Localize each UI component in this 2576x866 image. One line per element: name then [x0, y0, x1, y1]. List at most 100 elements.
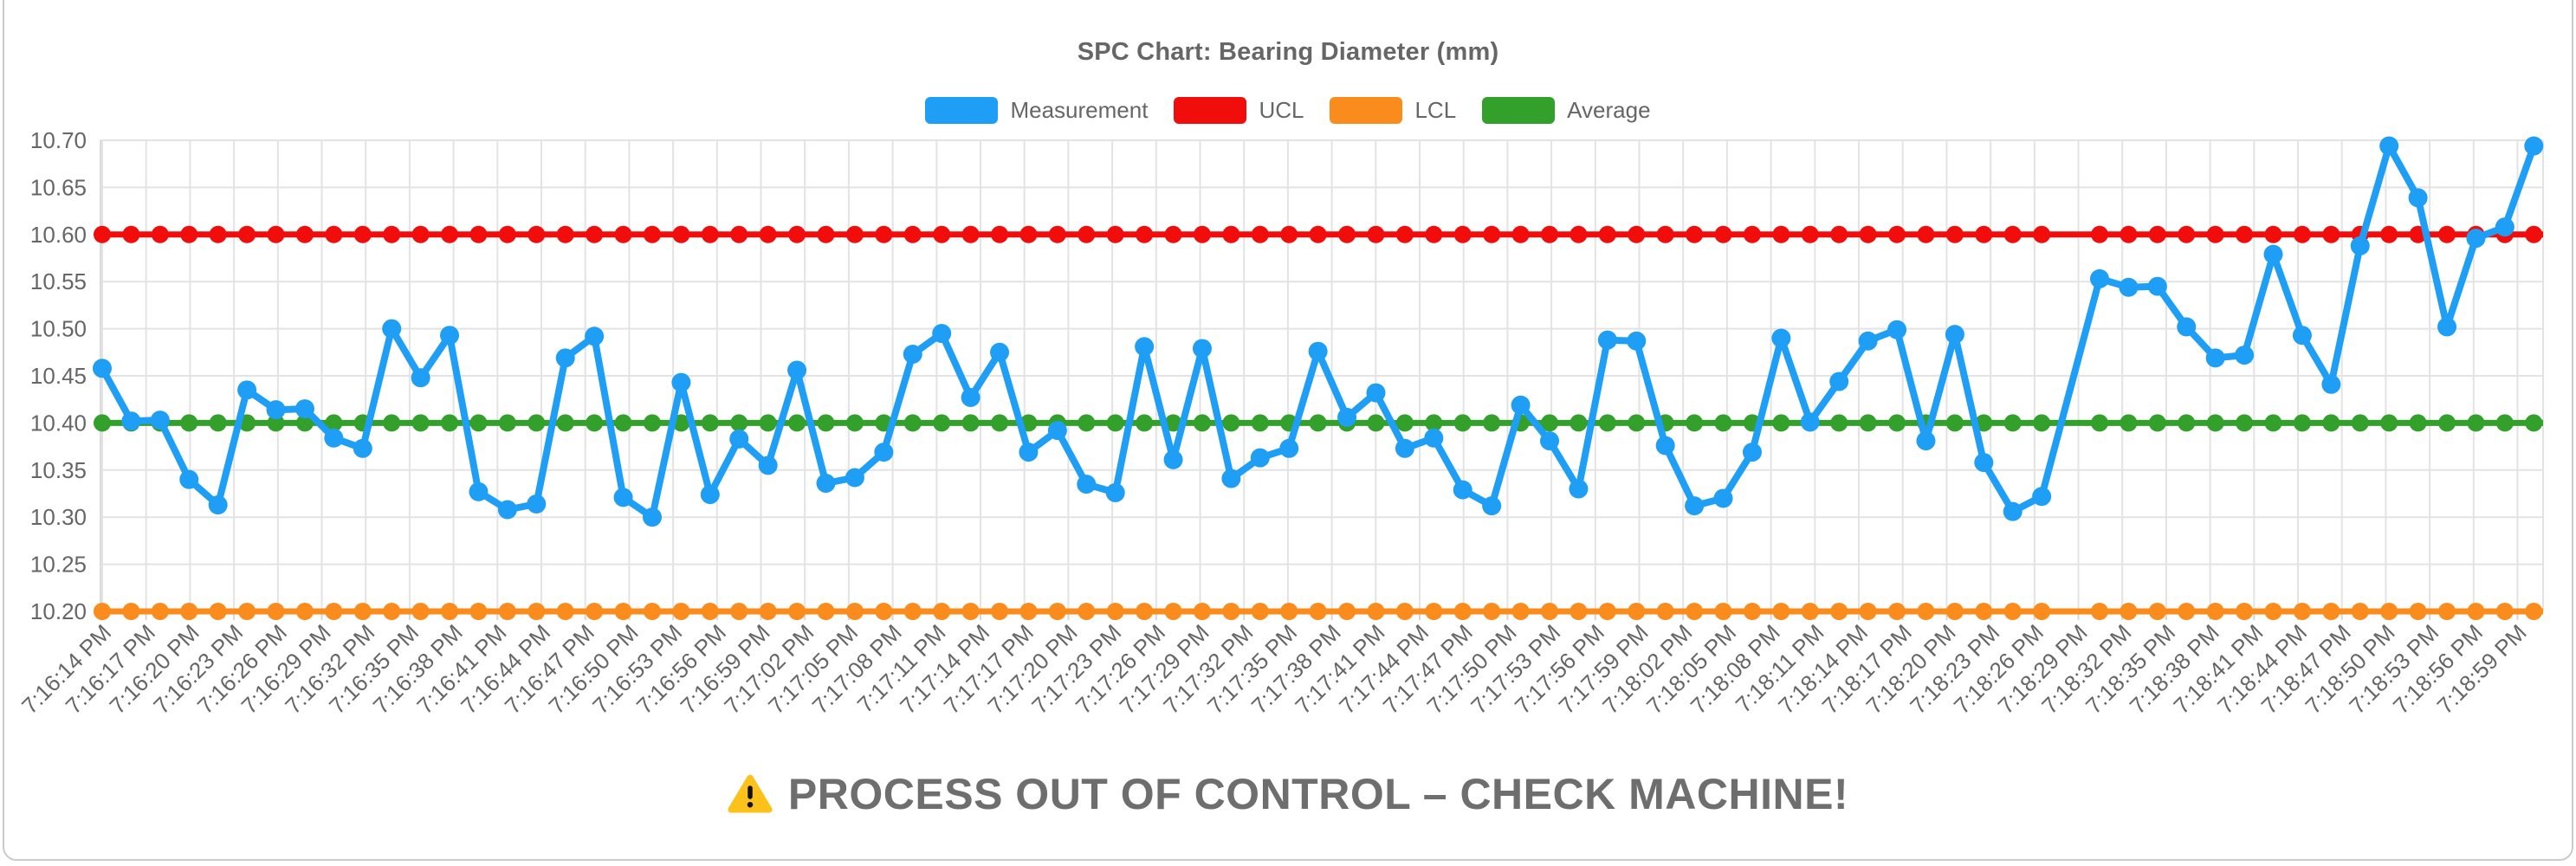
ucl-point[interactable] [441, 225, 459, 243]
average-point[interactable] [1106, 414, 1124, 432]
measurement-point[interactable] [1974, 453, 1994, 473]
ucl-point[interactable] [1106, 225, 1124, 243]
lcl-point[interactable] [1511, 603, 1530, 620]
measurement-point[interactable] [2292, 326, 2312, 346]
average-point[interactable] [556, 414, 574, 432]
ucl-point[interactable] [469, 225, 488, 243]
ucl-point[interactable] [1628, 225, 1646, 243]
ucl-point[interactable] [1888, 225, 1906, 243]
average-point[interactable] [933, 414, 951, 432]
lcl-point[interactable] [1019, 603, 1038, 620]
lcl-point[interactable] [122, 603, 140, 620]
measurement-point[interactable] [1105, 482, 1125, 502]
lcl-point[interactable] [2467, 603, 2485, 620]
lcl-point[interactable] [2409, 603, 2427, 620]
average-point[interactable] [1628, 414, 1646, 432]
average-point[interactable] [1453, 414, 1472, 432]
lcl-point[interactable] [238, 603, 256, 620]
measurement-point[interactable] [121, 411, 141, 431]
ucl-point[interactable] [1395, 225, 1414, 243]
lcl-point[interactable] [817, 603, 835, 620]
lcl-point[interactable] [961, 603, 980, 620]
lcl-point[interactable] [1251, 603, 1269, 620]
lcl-point[interactable] [2148, 603, 2166, 620]
measurement-point[interactable] [1395, 438, 1414, 458]
measurement-point[interactable] [1019, 443, 1039, 462]
average-point[interactable] [1078, 414, 1096, 432]
lcl-point[interactable] [1598, 603, 1616, 620]
average-point[interactable] [469, 414, 488, 432]
measurement-point[interactable] [961, 388, 981, 408]
ucl-point[interactable] [1309, 225, 1327, 243]
ucl-point[interactable] [1598, 225, 1616, 243]
average-point[interactable] [1686, 414, 1704, 432]
average-point[interactable] [1975, 414, 1993, 432]
lcl-point[interactable] [2206, 603, 2224, 620]
lcl-point[interactable] [701, 603, 719, 620]
lcl-point[interactable] [1628, 603, 1646, 620]
average-point[interactable] [1367, 414, 1385, 432]
lcl-point[interactable] [1078, 603, 1096, 620]
ucl-point[interactable] [2090, 225, 2108, 243]
measurement-point[interactable] [2379, 136, 2399, 156]
ucl-point[interactable] [2148, 225, 2166, 243]
ucl-point[interactable] [1859, 225, 1877, 243]
average-point[interactable] [209, 414, 227, 432]
lcl-point[interactable] [1280, 603, 1298, 620]
measurement-point[interactable] [2495, 217, 2515, 237]
ucl-point[interactable] [1772, 225, 1790, 243]
lcl-point[interactable] [2293, 603, 2311, 620]
average-point[interactable] [2090, 414, 2108, 432]
lcl-point[interactable] [295, 603, 314, 620]
average-point[interactable] [961, 414, 980, 432]
average-point[interactable] [2206, 414, 2224, 432]
measurement-point[interactable] [1221, 469, 1241, 488]
ucl-point[interactable] [353, 225, 372, 243]
ucl-point[interactable] [2438, 225, 2456, 243]
ucl-point[interactable] [411, 225, 430, 243]
measurement-point[interactable] [2003, 501, 2023, 521]
lcl-point[interactable] [1483, 603, 1501, 620]
ucl-point[interactable] [788, 225, 806, 243]
average-point[interactable] [411, 414, 430, 432]
ucl-point[interactable] [2178, 225, 2196, 243]
measurement-point[interactable] [2089, 268, 2109, 288]
ucl-point[interactable] [2206, 225, 2224, 243]
lcl-point[interactable] [1917, 603, 1935, 620]
average-point[interactable] [94, 414, 111, 432]
lcl-point[interactable] [2236, 603, 2254, 620]
average-point[interactable] [295, 414, 314, 432]
average-point[interactable] [527, 414, 546, 432]
ucl-point[interactable] [614, 225, 632, 243]
measurement-point[interactable] [2466, 229, 2486, 249]
average-point[interactable] [1395, 414, 1414, 432]
measurement-point[interactable] [1047, 421, 1067, 441]
average-point[interactable] [1888, 414, 1906, 432]
average-point[interactable] [1541, 414, 1558, 432]
ucl-point[interactable] [1830, 225, 1848, 243]
measurement-point[interactable] [700, 485, 720, 505]
ucl-point[interactable] [586, 225, 604, 243]
ucl-point[interactable] [383, 225, 401, 243]
measurement-point[interactable] [2235, 346, 2255, 365]
lcl-point[interactable] [1453, 603, 1472, 620]
average-point[interactable] [2120, 414, 2138, 432]
ucl-point[interactable] [1222, 225, 1240, 243]
average-point[interactable] [1570, 414, 1588, 432]
lcl-point[interactable] [325, 603, 343, 620]
lcl-point[interactable] [1570, 603, 1588, 620]
average-point[interactable] [2293, 414, 2311, 432]
ucl-point[interactable] [1136, 225, 1154, 243]
legend-item-average[interactable]: Average [1482, 97, 1651, 124]
ucl-point[interactable] [2380, 225, 2398, 243]
measurement-point[interactable] [990, 342, 1010, 362]
lcl-point[interactable] [94, 603, 111, 620]
ucl-point[interactable] [845, 225, 864, 243]
lcl-point[interactable] [1656, 603, 1674, 620]
measurement-point[interactable] [294, 399, 314, 419]
average-point[interactable] [2148, 414, 2166, 432]
lcl-point[interactable] [353, 603, 372, 620]
measurement-point[interactable] [2437, 317, 2457, 337]
measurement-point[interactable] [527, 494, 547, 514]
